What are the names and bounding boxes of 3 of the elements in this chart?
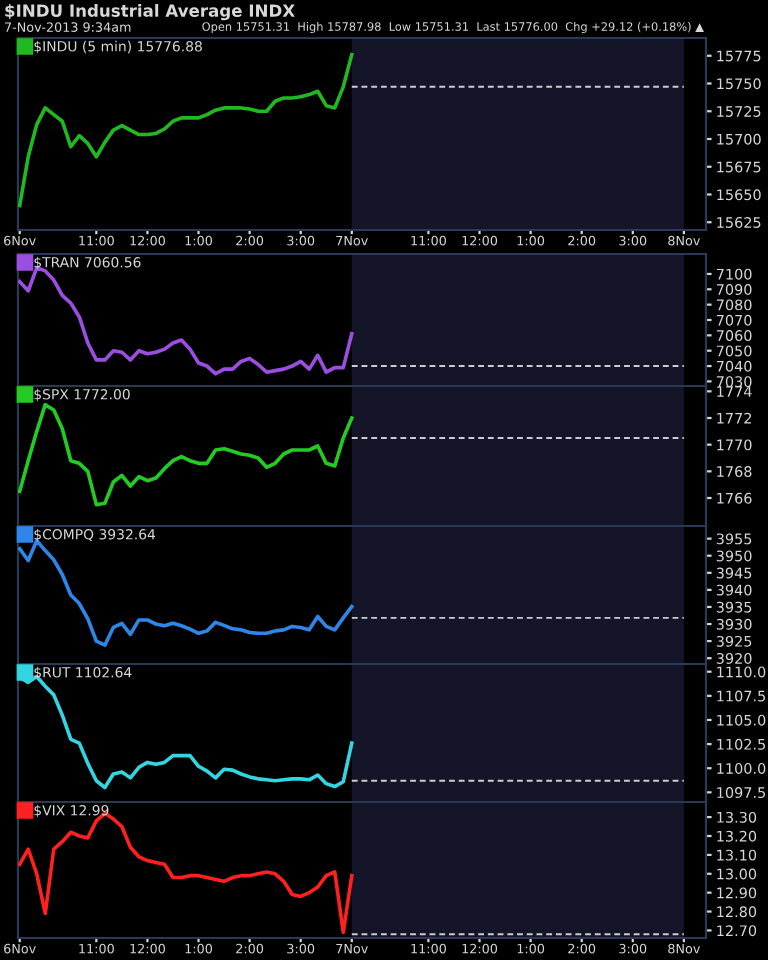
line-series xyxy=(18,52,354,208)
line-series xyxy=(18,402,354,507)
chart-title: $INDU Industrial Average INDX xyxy=(5,4,295,21)
